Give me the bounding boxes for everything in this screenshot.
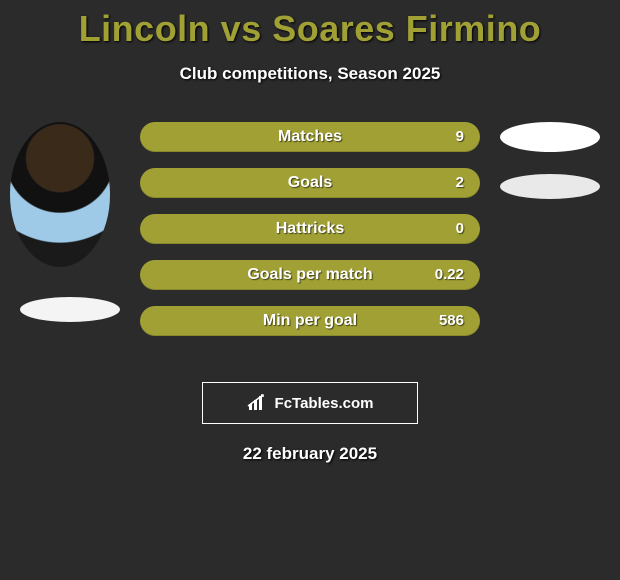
player-right-avatar-placeholder	[500, 122, 600, 152]
stat-value: 0.22	[435, 260, 464, 290]
subtitle: Club competitions, Season 2025	[0, 64, 620, 84]
stat-value: 586	[439, 306, 464, 336]
stat-label: Matches	[140, 122, 480, 152]
stat-value: 2	[456, 168, 464, 198]
stat-rows: Matches 9 Goals 2 Hattricks 0 Goals per …	[140, 122, 480, 352]
stat-label: Goals	[140, 168, 480, 198]
brand-label: FcTables.com	[275, 395, 374, 412]
stat-row: Matches 9	[140, 122, 480, 152]
stat-row: Goals 2	[140, 168, 480, 198]
stat-label: Min per goal	[140, 306, 480, 336]
stat-row: Hattricks 0	[140, 214, 480, 244]
stat-row: Goals per match 0.22	[140, 260, 480, 290]
stat-label: Goals per match	[140, 260, 480, 290]
date-label: 22 february 2025	[0, 444, 620, 464]
brand-box[interactable]: FcTables.com	[202, 382, 418, 424]
player-left-shadow	[20, 297, 120, 322]
stat-value: 9	[456, 122, 464, 152]
comparison-card: Lincoln vs Soares Firmino Club competiti…	[0, 0, 620, 580]
bar-chart-icon	[247, 394, 269, 412]
stat-row: Min per goal 586	[140, 306, 480, 336]
page-title: Lincoln vs Soares Firmino	[0, 0, 620, 50]
player-right-shadow	[500, 174, 600, 199]
stat-label: Hattricks	[140, 214, 480, 244]
player-left-avatar	[10, 122, 110, 267]
body: Matches 9 Goals 2 Hattricks 0 Goals per …	[0, 122, 620, 382]
stat-value: 0	[456, 214, 464, 244]
